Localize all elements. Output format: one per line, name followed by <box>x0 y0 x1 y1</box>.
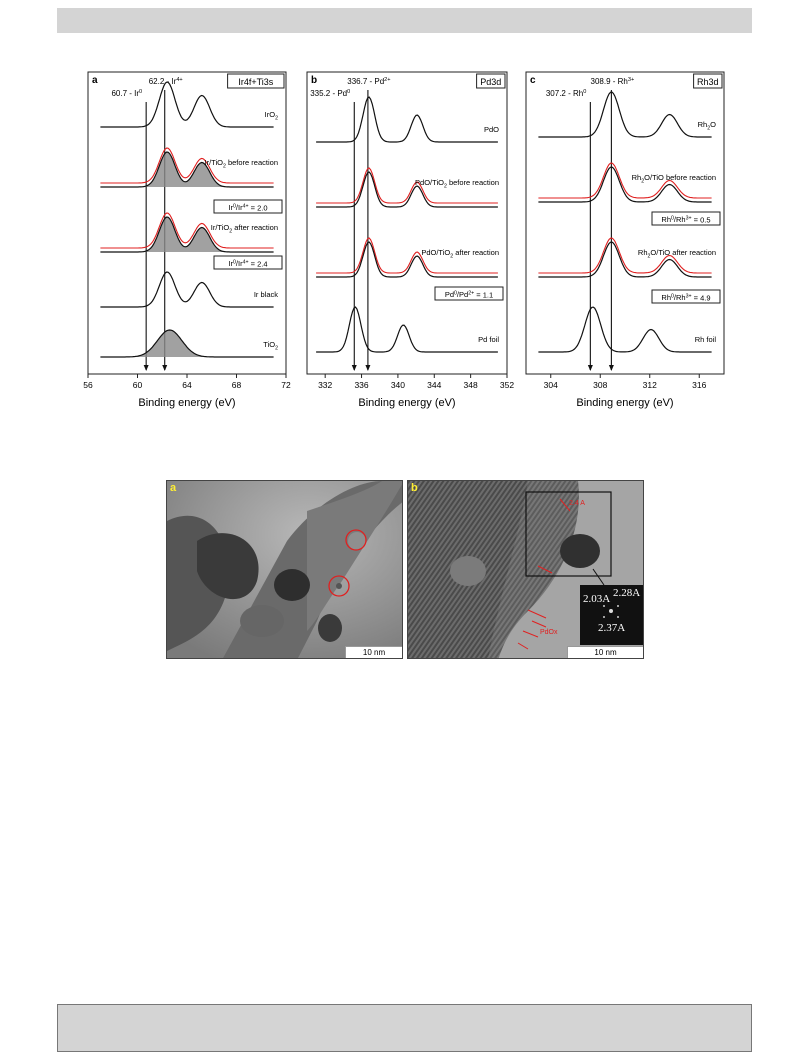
tem-a-letter: a <box>170 482 177 494</box>
curve-label-2: PdO/TiO2 after reaction <box>421 248 499 259</box>
curve-label-0: IrO2 <box>265 110 278 121</box>
tem-a-scalebar: 10 nm <box>345 646 402 658</box>
ref-line-label-0: 307.2 - Rh0 <box>546 89 586 98</box>
tick-label: 336 <box>354 380 368 390</box>
ref-line-label-0: 60.7 - Ir0 <box>111 89 142 98</box>
curve-label-3: Ir black <box>254 290 278 299</box>
tick-label: 304 <box>544 380 558 390</box>
fft-d3: 2.37A <box>598 622 626 634</box>
tick-label: 340 <box>391 380 405 390</box>
curve-label-2: Ir/TiO2 after reaction <box>211 223 278 234</box>
tick-label: 60 <box>133 380 143 390</box>
tick-label: 344 <box>427 380 441 390</box>
tick-label: 316 <box>692 380 706 390</box>
curve-label-4: TiO2 <box>263 340 278 351</box>
header-band <box>57 8 752 33</box>
curve-label-1: Ir/TiO2 before reaction <box>204 158 278 169</box>
x-axis-label: Binding energy (eV) <box>358 397 455 409</box>
curve-label-1: PdO/TiO2 before reaction <box>415 178 499 189</box>
element-tag: Rh3d <box>697 77 719 87</box>
ref-line-label-1: 62.2 - Ir4+ <box>149 77 183 86</box>
tick-label: 56 <box>83 380 93 390</box>
tick-label: 348 <box>464 380 478 390</box>
tick-label: 312 <box>643 380 657 390</box>
tick-label: 352 <box>500 380 514 390</box>
tem-panel-b: b 2.4 A PdOx 2.03A 2.28A 2.37A 10 nm <box>407 480 644 659</box>
tem-a-image <box>167 481 402 658</box>
ratio-box-0: Rh0/Rh3+ = 0.5 <box>661 215 710 224</box>
tem-panel-a: a 10 nm <box>166 480 403 659</box>
fft-d1: 2.03A <box>583 593 611 605</box>
tem-b-scalebar: 10 nm <box>567 646 643 658</box>
ratio-box-0: Pd0/Pd2+ = 1.1 <box>445 290 493 299</box>
xps-panel-c-plot: 304 308 312 316 Binding energy (eV) c Rh3d 307.… <box>525 71 725 409</box>
curve-label-0: Rh2O <box>698 120 717 131</box>
panel-letter: a <box>92 75 98 86</box>
footer-band <box>57 1004 752 1052</box>
ratio-box-1: Rh0/Rh3+ = 4.9 <box>661 293 710 302</box>
tem-b-image <box>408 481 643 658</box>
ref-line-label-1: 336.7 - Pd2+ <box>347 77 390 86</box>
x-axis-label: Binding energy (eV) <box>138 397 235 409</box>
pdox-label: PdOx <box>540 629 558 636</box>
curve-label-3: Pd foil <box>478 335 499 344</box>
xps-plots: 56 60 64 68 72 Binding energy (eV) a Ir4f+Ti3s 6… <box>83 71 725 409</box>
tick-label: 68 <box>232 380 242 390</box>
tick-label: 72 <box>281 380 291 390</box>
panel-letter: c <box>530 75 536 86</box>
xps-panel-a-plot: 56 60 64 68 72 Binding energy (eV) a Ir4f+Ti3s 6… <box>83 71 291 409</box>
panel-letter: b <box>311 75 317 86</box>
tem-b-letter: b <box>411 482 418 494</box>
curve-label-3: Rh foil <box>695 335 717 344</box>
element-tag: Ir4f+Ti3s <box>238 77 273 87</box>
tick-label: 64 <box>182 380 192 390</box>
fft-d2: 2.28A <box>613 587 641 599</box>
curve-label-0: PdO <box>484 125 499 134</box>
lattice-spacing-label: 2.4 A <box>569 500 585 507</box>
x-axis-label: Binding energy (eV) <box>576 397 673 409</box>
tick-label: 332 <box>318 380 332 390</box>
curve-label-1: Rh2O/TiO before reaction <box>632 173 716 184</box>
xps-panel-b-plot: 332 336 340 344 348 352 Binding energy (eV) b Pd… <box>306 71 514 409</box>
ref-line-label-1: 308.9 - Rh3+ <box>591 77 635 86</box>
tick-label: 308 <box>593 380 607 390</box>
ref-line-label-0: 335.2 - Pd0 <box>310 89 350 98</box>
curve-label-2: Rh2O/TiO after reaction <box>638 248 716 259</box>
ratio-box-1: Ir0/Ir4+ = 2.4 <box>228 259 267 268</box>
element-tag: Pd3d <box>480 77 501 87</box>
ratio-box-0: Ir0/Ir4+ = 2.0 <box>228 203 267 212</box>
